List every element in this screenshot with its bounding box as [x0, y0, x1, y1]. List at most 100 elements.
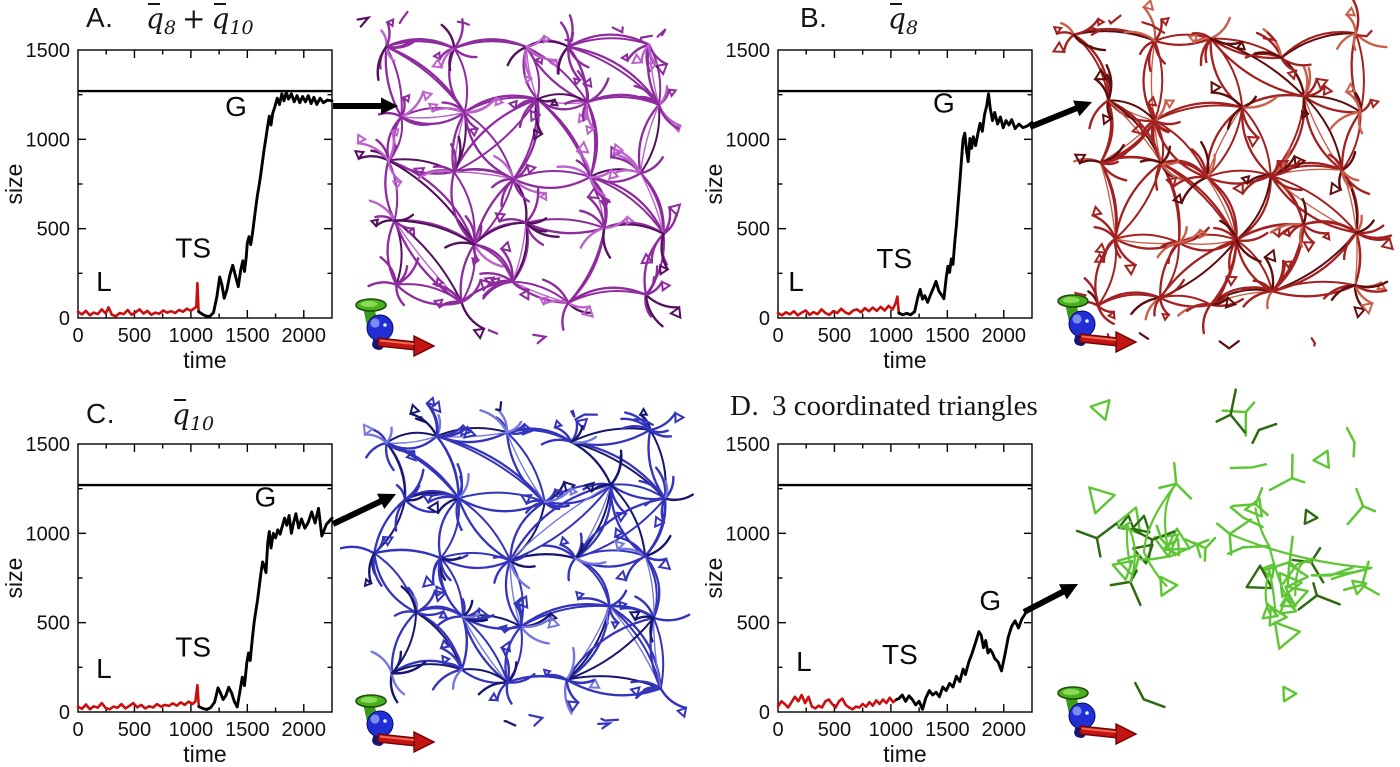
x-tick-label: 1000 [169, 719, 214, 741]
x-tick-label: 2000 [982, 325, 1027, 347]
x-tick-label: 1500 [925, 325, 970, 347]
orientation-axes-icon [355, 694, 436, 754]
y-tick-label: 1000 [726, 129, 771, 151]
phase-label-g: G [255, 482, 277, 513]
panel-b-title: q8 [888, 2, 919, 39]
y-tick-label: 0 [59, 308, 70, 330]
x-tick-label: 500 [818, 719, 851, 741]
panel-b-label: B. [800, 2, 828, 33]
trace-liquid [76, 281, 200, 318]
y-tick-label: 1500 [26, 434, 71, 456]
x-tick-label: 2000 [282, 719, 327, 741]
trace-growth [197, 90, 334, 319]
y-tick-label: 500 [737, 613, 770, 635]
x-axis-label: time [883, 741, 926, 767]
phase-label-ts: TS [882, 639, 918, 670]
axis-ticks [78, 50, 332, 318]
x-tick-label: 0 [72, 719, 83, 741]
x-tick-label: 1000 [869, 325, 914, 347]
y-tick-label: 500 [37, 613, 70, 635]
y-tick-label: 0 [759, 702, 770, 724]
y-tick-label: 1500 [726, 40, 771, 62]
title-text: 3 coordinated triangles [772, 390, 1038, 422]
sparse-triangle-network [1075, 388, 1380, 709]
qbar-symbol: q10 [172, 398, 215, 435]
phase-label-l: L [96, 266, 112, 297]
y-tick-label: 0 [759, 308, 770, 330]
trace-growth [197, 506, 334, 711]
qbar-symbol: q8 [146, 2, 177, 39]
panel-c-label: C. [86, 398, 115, 429]
network-snapshot-b [1051, 0, 1395, 354]
x-tick-label: 1500 [225, 719, 270, 741]
orientation-axes-icon [1057, 294, 1138, 354]
plus-operator: + [182, 2, 206, 35]
x-tick-label: 500 [118, 325, 151, 347]
x-axis-label: time [183, 347, 226, 373]
network-snapshot-d [1057, 388, 1380, 746]
x-tick-label: 0 [772, 719, 783, 741]
x-tick-label: 0 [72, 325, 83, 347]
x-tick-label: 0 [772, 325, 783, 347]
panel-c: C. q10 0 500 1000 1500 2000 0 500 1000 1500 time s… [0, 384, 700, 767]
phase-label-ts: TS [175, 632, 211, 663]
wireframe-network [340, 395, 694, 730]
phase-label-g: G [225, 91, 247, 122]
y-tick-label: 500 [37, 219, 70, 241]
phase-label-l: L [788, 266, 804, 297]
wireframe-network [353, 10, 682, 345]
phase-label-g: G [933, 88, 955, 119]
trace-liquid [76, 683, 201, 711]
phase-label-l: L [96, 653, 112, 684]
x-tick-label: 2000 [282, 325, 327, 347]
x-axis-label: time [183, 741, 226, 767]
y-axis-label: size [1, 164, 27, 205]
orientation-axes-icon [1057, 686, 1138, 746]
y-tick-label: 500 [737, 219, 770, 241]
network-snapshot-c [340, 395, 694, 754]
x-tick-label: 1500 [925, 719, 970, 741]
orientation-axes-icon [355, 298, 436, 358]
phase-label-l: L [796, 646, 812, 677]
panel-a: A. q8 + q10 0 500 1000 1500 2000 0 500 1000 1500 ti… [0, 0, 700, 383]
trace-growth [895, 610, 1028, 711]
network-snapshot-a [353, 10, 682, 358]
x-tick-label: 1000 [169, 325, 214, 347]
y-axis-label: size [701, 164, 727, 205]
y-tick-label: 1500 [726, 434, 771, 456]
phase-label-g: G [979, 585, 1001, 616]
panel-d-label: D. [730, 390, 760, 422]
y-tick-label: 1000 [26, 523, 71, 545]
panel-d: D. 3 coordinated triangles 0 500 1000 1500 2… [700, 384, 1400, 767]
panel-c-title: q10 [172, 398, 215, 435]
y-axis-label: size [701, 558, 727, 599]
y-tick-label: 1000 [726, 523, 771, 545]
trace-liquid [776, 693, 898, 711]
x-tick-label: 500 [818, 325, 851, 347]
x-tick-label: 500 [118, 719, 151, 741]
panel-a-label: A. [86, 2, 114, 33]
qbar-symbol: q8 [888, 2, 919, 39]
panel-b: B. q8 0 500 1000 1500 2000 0 500 1000 1500 time si… [700, 0, 1400, 383]
x-tick-label: 1500 [225, 325, 270, 347]
panel-d-title: 3 coordinated triangles [772, 390, 1038, 423]
x-tick-label: 2000 [982, 719, 1027, 741]
trace-liquid [776, 295, 901, 317]
y-tick-label: 1500 [26, 40, 71, 62]
qbar-symbol: q10 [211, 2, 254, 39]
y-tick-label: 0 [59, 702, 70, 724]
wireframe-network [1051, 0, 1395, 350]
phase-label-ts: TS [876, 243, 912, 274]
y-axis-label: size [1, 558, 27, 599]
x-axis-label: time [883, 347, 926, 373]
y-tick-label: 1000 [26, 129, 71, 151]
x-tick-label: 1000 [869, 719, 914, 741]
panel-a-title: q8 + q10 [146, 2, 254, 39]
phase-label-ts: TS [175, 232, 211, 263]
axis-ticks [778, 444, 1032, 712]
trace-growth [897, 92, 1034, 317]
